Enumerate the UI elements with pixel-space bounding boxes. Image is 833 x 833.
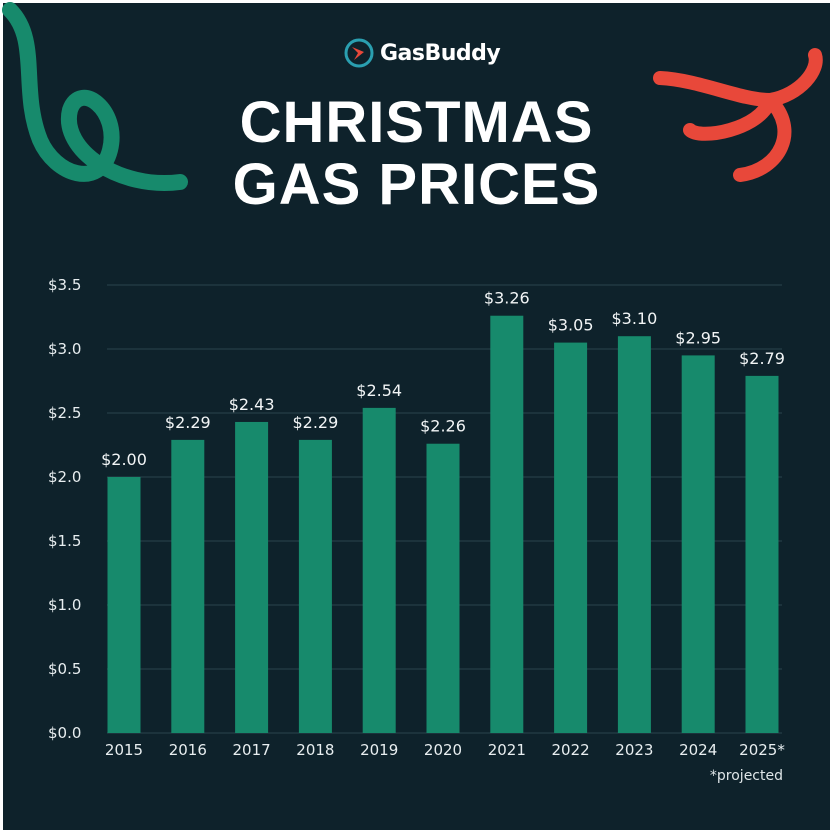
x-tick-label: 2015 <box>105 741 143 759</box>
bar <box>171 439 205 733</box>
x-tick-label: 2020 <box>424 741 462 759</box>
title-line-1: CHRISTMAS <box>239 90 594 155</box>
x-tick-label: 2024 <box>679 741 717 759</box>
bar <box>298 439 332 733</box>
y-tick-label: $1.5 <box>48 532 81 550</box>
x-tick-label: 2018 <box>296 741 334 759</box>
data-label: $2.00 <box>101 450 147 469</box>
data-label: $2.95 <box>675 328 721 347</box>
y-tick-label: $0.5 <box>48 660 81 678</box>
bar <box>745 375 779 733</box>
y-tick-label: $3.0 <box>48 340 81 358</box>
x-tick-label: 2021 <box>488 741 526 759</box>
bar <box>107 477 141 733</box>
data-label: $3.05 <box>548 316 594 335</box>
y-tick-label: $0.0 <box>48 724 81 742</box>
bar <box>426 443 460 733</box>
bar <box>617 336 651 733</box>
data-label: $3.26 <box>484 289 530 308</box>
brand-name: GasBuddy <box>380 40 501 66</box>
bar <box>235 421 269 733</box>
x-tick-label: 2019 <box>360 741 398 759</box>
gasbuddy-logo: GasBuddy <box>344 38 501 68</box>
y-tick-label: $2.0 <box>48 468 81 486</box>
red-ribbon-icon <box>653 48 823 182</box>
y-tick-label: $3.5 <box>48 276 81 294</box>
title-line-2: GAS PRICES <box>232 152 601 217</box>
x-tick-label: 2023 <box>615 741 653 759</box>
bar <box>362 407 396 733</box>
x-tick-label: 2016 <box>169 741 207 759</box>
y-tick-label: $2.5 <box>48 404 81 422</box>
x-tick-label: 2017 <box>233 741 271 759</box>
data-label: $2.29 <box>165 413 211 432</box>
data-label: $2.79 <box>739 349 785 368</box>
y-tick-label: $1.0 <box>48 596 81 614</box>
data-label: $2.43 <box>229 395 275 414</box>
data-label: $2.29 <box>292 413 338 432</box>
bar <box>490 315 524 733</box>
data-label: $2.54 <box>356 381 402 400</box>
bar <box>681 355 715 733</box>
data-label: $2.26 <box>420 417 466 436</box>
data-label: $3.10 <box>611 309 657 328</box>
green-ribbon-icon <box>2 2 188 191</box>
gasbuddy-logo-icon <box>344 38 374 68</box>
bar <box>554 342 588 733</box>
x-tick-label: 2022 <box>552 741 590 759</box>
footnote: *projected <box>709 768 783 784</box>
x-tick-label: 2025* <box>739 741 785 759</box>
page-title: CHRISTMAS GAS PRICES <box>0 92 833 216</box>
